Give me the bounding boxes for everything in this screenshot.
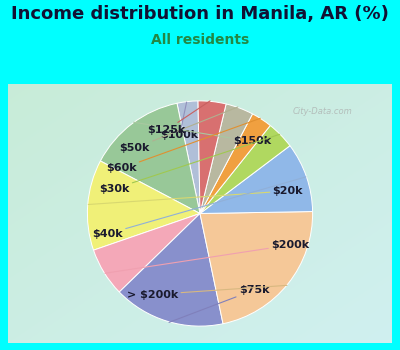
Text: $20k: $20k	[88, 186, 303, 204]
Wedge shape	[87, 161, 200, 250]
Text: $40k: $40k	[92, 177, 306, 239]
Wedge shape	[200, 104, 252, 214]
Text: $100k: $100k	[161, 102, 199, 140]
Wedge shape	[119, 214, 223, 326]
Wedge shape	[200, 114, 270, 214]
Wedge shape	[94, 214, 200, 292]
Text: $50k: $50k	[120, 107, 238, 153]
Text: All residents: All residents	[151, 33, 249, 47]
Wedge shape	[177, 101, 200, 214]
Text: $150k: $150k	[134, 122, 271, 146]
Text: City-Data.com: City-Data.com	[292, 106, 352, 116]
Wedge shape	[200, 211, 313, 324]
Text: $60k: $60k	[106, 118, 260, 174]
Text: Income distribution in Manila, AR (%): Income distribution in Manila, AR (%)	[11, 5, 389, 23]
Wedge shape	[200, 126, 290, 214]
Text: $30k: $30k	[99, 134, 280, 194]
Wedge shape	[100, 103, 200, 214]
Text: $200k: $200k	[105, 240, 309, 273]
Text: $75k: $75k	[169, 285, 269, 322]
Wedge shape	[200, 146, 312, 214]
Text: $125k: $125k	[147, 101, 210, 135]
Wedge shape	[198, 101, 226, 214]
Text: > $200k: > $200k	[127, 285, 287, 300]
